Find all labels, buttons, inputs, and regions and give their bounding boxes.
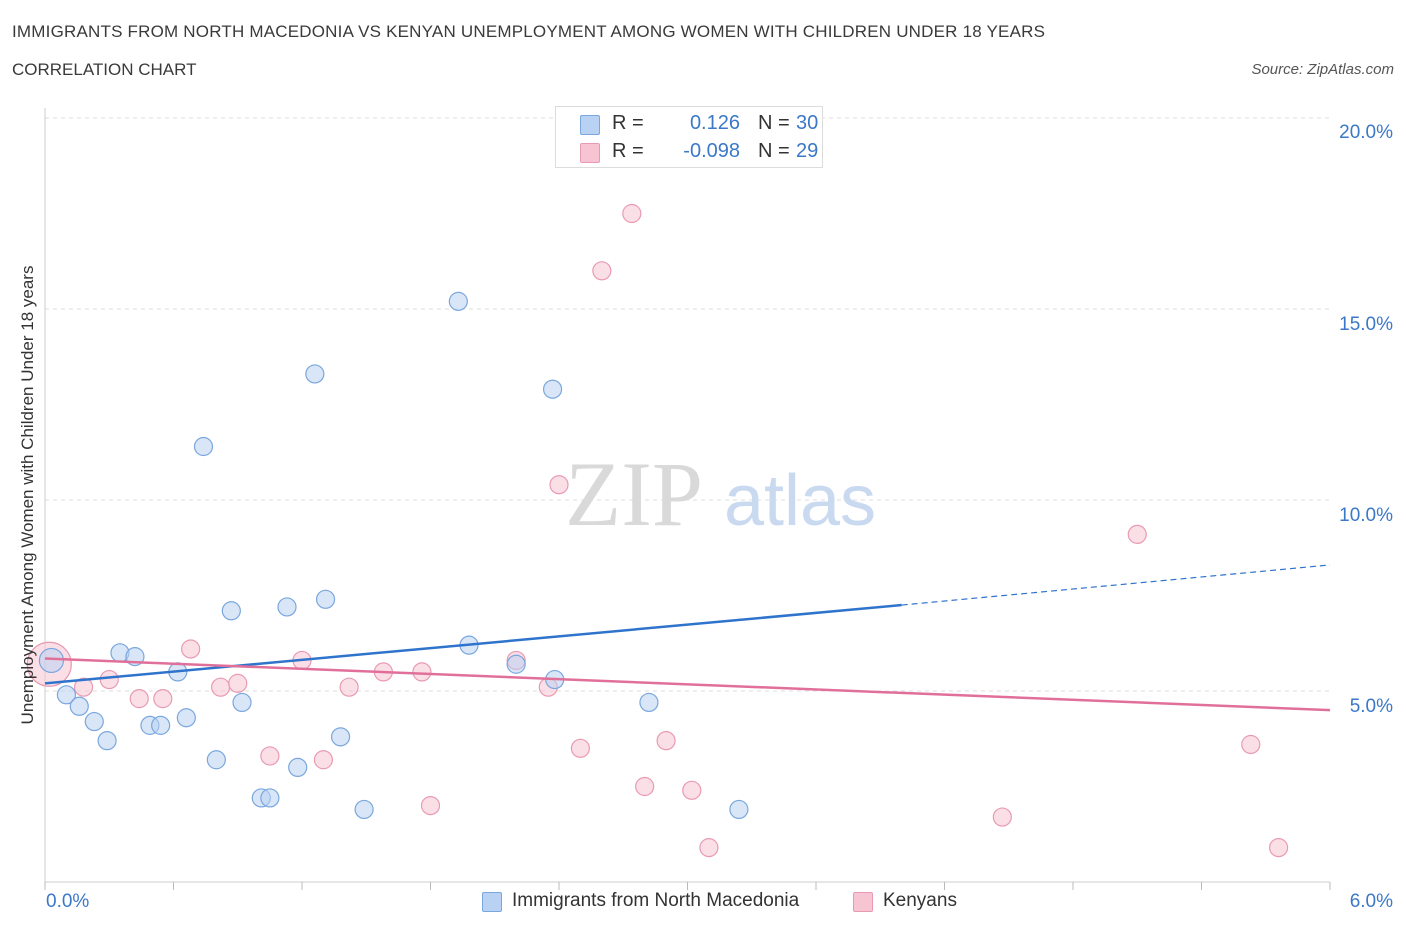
- kenyans-point: [420, 795, 441, 816]
- kenyans-point: [682, 780, 702, 800]
- chart-title: IMMIGRANTS FROM NORTH MACEDONIA VS KENYA…: [12, 22, 1046, 41]
- kenyans-point: [570, 738, 591, 758]
- source-credit: Source: ZipAtlas.com: [1251, 61, 1394, 78]
- watermark-atlas: atlas: [724, 461, 876, 541]
- chart-subtitle: CORRELATION CHART: [12, 60, 197, 79]
- kenyans-point: [99, 669, 119, 690]
- axes: [44, 108, 1331, 890]
- north-macedonia-point: [97, 731, 117, 751]
- north-macedonia-point: [448, 291, 468, 311]
- kenyans-point: [181, 639, 201, 659]
- x-tick-label-max: 6.0%: [1349, 891, 1393, 912]
- legend-label: Immigrants from North Macedonia: [512, 890, 800, 911]
- north-macedonia-point: [305, 364, 325, 384]
- kenyans-point: [549, 475, 569, 495]
- north-macedonia-trend-line: [44, 603, 902, 685]
- correlation-legend: R = 0.126 N = 30 R = -0.098 N = 29: [555, 106, 823, 168]
- n-label: N =: [758, 112, 790, 134]
- north-macedonia-points: [38, 291, 749, 820]
- kenyans-point: [635, 776, 655, 797]
- r-label: R =: [612, 112, 644, 134]
- north-macedonia-point: [151, 715, 171, 735]
- x-tick-label-min: 0.0%: [46, 891, 90, 912]
- north-macedonia-point: [193, 436, 214, 457]
- north-macedonia-point: [260, 788, 280, 808]
- kenyans-point: [260, 746, 280, 766]
- north-macedonia-point: [277, 597, 297, 617]
- kenyans-point: [228, 673, 248, 693]
- r-label: R =: [612, 140, 644, 162]
- north-macedonia-trend-extension: [901, 564, 1331, 606]
- pink-swatch: [580, 143, 600, 163]
- kenyans-point: [211, 677, 231, 697]
- north-macedonia-point: [288, 757, 308, 778]
- north-macedonia-point: [38, 647, 65, 674]
- n-value: 29: [796, 140, 819, 162]
- kenyans-point: [73, 677, 94, 697]
- kenyans-point: [412, 662, 432, 682]
- n-label: N =: [758, 140, 790, 162]
- y-axis-label: Unemployment Among Women with Children U…: [18, 265, 37, 725]
- north-macedonia-point: [56, 685, 77, 705]
- y-tick-label-5: 5.0%: [1349, 696, 1393, 717]
- north-macedonia-point: [542, 379, 563, 399]
- kenyans-point: [656, 731, 676, 751]
- north-macedonia-point: [221, 601, 241, 621]
- north-macedonia-point: [232, 692, 252, 713]
- kenyans-point: [992, 807, 1012, 827]
- trend-lines: [44, 564, 1331, 712]
- watermark-zip: ZIP: [565, 443, 703, 545]
- kenyans-point: [153, 689, 173, 709]
- blue-swatch: [482, 892, 502, 912]
- kenyans-point: [1127, 524, 1147, 544]
- y-tick-label-15: 15.0%: [1339, 314, 1393, 335]
- kenyans-point: [1241, 734, 1261, 755]
- north-macedonia-point: [729, 799, 749, 820]
- blue-swatch: [580, 115, 600, 135]
- n-value: 30: [796, 112, 819, 134]
- pink-swatch: [853, 892, 873, 912]
- kenyans-point: [592, 261, 612, 281]
- north-macedonia-point: [639, 692, 659, 713]
- north-macedonia-point: [354, 799, 374, 820]
- y-tick-label-10: 10.0%: [1339, 505, 1393, 526]
- kenyans-point: [622, 203, 642, 224]
- north-macedonia-point: [69, 696, 89, 716]
- kenyans-point: [339, 677, 359, 697]
- north-macedonia-point: [315, 589, 336, 609]
- y-tick-label-20: 20.0%: [1339, 122, 1393, 143]
- north-macedonia-point: [206, 750, 226, 770]
- kenyans-point: [1268, 838, 1289, 858]
- kenyans-trend-line: [44, 657, 1331, 712]
- kenyans-point: [313, 750, 334, 770]
- legend-label: Kenyans: [883, 890, 957, 911]
- kenyans-point: [129, 689, 149, 709]
- r-value: 0.126: [689, 112, 740, 134]
- north-macedonia-point: [84, 711, 104, 732]
- north-macedonia-point: [506, 654, 526, 674]
- kenyans-point: [699, 838, 719, 858]
- north-macedonia-point: [330, 727, 351, 747]
- north-macedonia-point: [176, 708, 196, 728]
- r-value: -0.098: [683, 140, 740, 162]
